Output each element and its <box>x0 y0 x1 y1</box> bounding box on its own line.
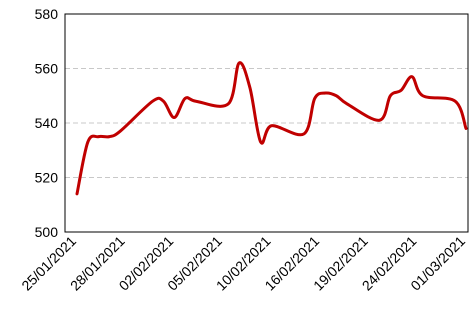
data-point <box>76 192 79 195</box>
data-point <box>248 86 251 89</box>
data-point <box>86 141 89 144</box>
data-point <box>194 100 197 103</box>
data-point <box>119 130 122 133</box>
plot-frame <box>64 13 469 233</box>
series-layer <box>75 61 468 196</box>
data-point <box>421 94 424 97</box>
x-tick-labels: 25/01/202128/01/202102/02/202105/02/2021… <box>18 233 468 294</box>
data-point <box>184 97 187 100</box>
data-point <box>410 75 413 78</box>
data-point <box>151 100 154 103</box>
data-point <box>324 92 327 95</box>
data-point <box>378 119 381 122</box>
data-point <box>335 94 338 97</box>
data-point <box>97 135 100 138</box>
data-point <box>454 100 457 103</box>
data-point <box>465 127 468 130</box>
data-point <box>238 62 241 65</box>
data-point <box>346 102 349 105</box>
grid-lines <box>65 68 468 178</box>
data-point <box>173 116 176 119</box>
y-tick-label: 580 <box>35 6 59 22</box>
data-point <box>108 135 111 138</box>
y-tick-labels: 500 520 540 560 580 <box>35 6 59 240</box>
data-point <box>400 89 403 92</box>
data-point <box>313 97 316 100</box>
axes <box>64 13 469 233</box>
data-point <box>302 132 305 135</box>
data-point <box>162 100 165 103</box>
data-point <box>270 124 273 127</box>
y-tick-label: 540 <box>35 115 59 131</box>
data-point <box>389 94 392 97</box>
y-tick-label: 520 <box>35 170 59 186</box>
series-line <box>75 61 468 196</box>
data-point <box>227 102 230 105</box>
y-tick-label: 560 <box>35 61 59 77</box>
data-point <box>259 141 262 144</box>
y-tick-label: 500 <box>35 224 59 240</box>
